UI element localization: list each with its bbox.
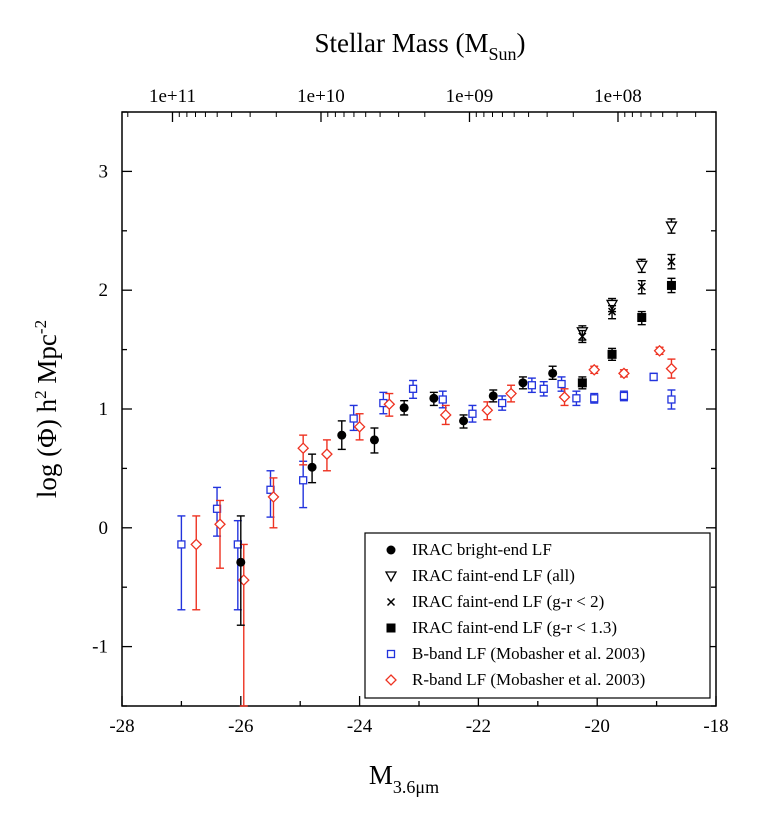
data-point [307,462,317,472]
series-irac-bright [236,365,558,626]
y-tick-label: 0 [99,518,109,539]
data-point [619,391,629,401]
legend-label-bright: IRAC bright-end LF [412,540,552,559]
data-point [337,430,347,440]
data-point [539,384,548,393]
data-point [267,490,280,503]
data-point [665,221,678,233]
data-point [578,332,587,341]
data-point [618,367,630,380]
top-tick-label: 1e+10 [297,86,345,107]
data-point [369,435,379,445]
cross-stroke [578,332,587,341]
data-point [408,384,418,393]
data-point [429,393,439,403]
data-point [439,409,452,421]
x-tick-label: -20 [585,716,610,737]
x-tick-label: -24 [347,716,373,737]
data-point [505,387,517,400]
tick-labels: -28 -26 -24 -22 -20 -18 -1 0 1 2 3 1e+11 1e+10 1e+09 1… [92,86,728,737]
data-point [299,476,308,485]
data-point [637,313,647,323]
legend-label-bband: B-band LF (Mobasher et al. 2003) [412,644,645,663]
series-b-band [177,372,676,611]
x-tick-label: -22 [466,716,491,737]
data-point [214,518,226,531]
data-point [653,344,666,357]
top-tick-label: 1e+08 [594,86,642,107]
data-point [468,409,477,418]
data-point [459,416,469,426]
data-point [667,395,676,404]
data-point [607,349,617,359]
series-irac-faint-gr2 [578,253,676,344]
data-point [608,307,617,316]
data-point [236,557,246,567]
y-axis-title: log (Φ) h2 Mpc-2 [31,320,62,498]
data-point [527,381,537,390]
y-tick-label: -1 [92,637,108,658]
legend-label-rband: R-band LF (Mobasher et al. 2003) [412,670,645,689]
legend-marker-b-band [386,649,396,659]
legend-label-faint-gr2: IRAC faint-end LF (g-r < 2) [412,592,604,611]
data-point [321,448,333,461]
x-tick-label: -26 [228,716,253,737]
data-point [665,362,678,375]
legend-markers [384,545,398,686]
axis-ticks [121,111,717,707]
series-r-band [190,344,678,707]
data-point [349,414,358,423]
data-point [635,260,648,272]
y-tick-label: 2 [99,280,109,301]
series-irac-faint-all [576,218,678,341]
legend-box [364,532,711,699]
data-point [498,398,507,408]
top-tick-label: 1e+11 [149,86,196,107]
legend-marker-irac-faint-all [384,571,398,583]
data-point [399,403,409,413]
x-tick-label: -18 [703,716,728,737]
legend-label-faint-gr13: IRAC faint-end LF (g-r < 1.3) [412,618,617,637]
legend-marker-irac-bright [386,545,396,555]
data-point [383,398,396,411]
cross-stroke [608,307,617,316]
legend-label-faint-all: IRAC faint-end LF (all) [412,566,575,585]
legend-marker-irac-faint-gr2 [386,597,396,607]
data-point [190,538,203,551]
y-tick-label: 1 [99,399,109,420]
data-point [637,282,646,291]
data-point [667,257,676,266]
legend-marker-irac-faint-gr13 [386,623,396,633]
data-point [577,378,587,388]
top-axis-title: Stellar Mass (MSun) [315,28,526,64]
series-irac-faint-gr13 [577,277,676,390]
data-marks [177,218,678,707]
data-point [297,442,310,455]
x-tick-label: -28 [109,716,134,737]
data-point [481,404,494,417]
data-point [588,363,601,376]
data-point [353,420,366,433]
x-axis-title: M3.6μm [369,760,439,797]
data-point [649,372,658,382]
cross-stroke [667,257,676,266]
top-tick-label: 1e+09 [446,86,494,107]
data-point [177,540,186,549]
data-point [438,395,447,404]
data-point [558,391,571,404]
y-tick-label: 3 [99,161,109,182]
data-point [572,394,581,403]
data-point [666,280,676,290]
cross-stroke [637,282,646,291]
data-point [590,394,599,403]
legend: IRAC bright-end LF IRAC faint-end LF (al… [364,532,711,699]
legend-marker-r-band [385,674,397,686]
data-point [488,391,498,401]
data-point [548,368,558,378]
data-point [557,379,566,389]
cross-stroke [386,597,396,607]
data-point [518,378,528,388]
